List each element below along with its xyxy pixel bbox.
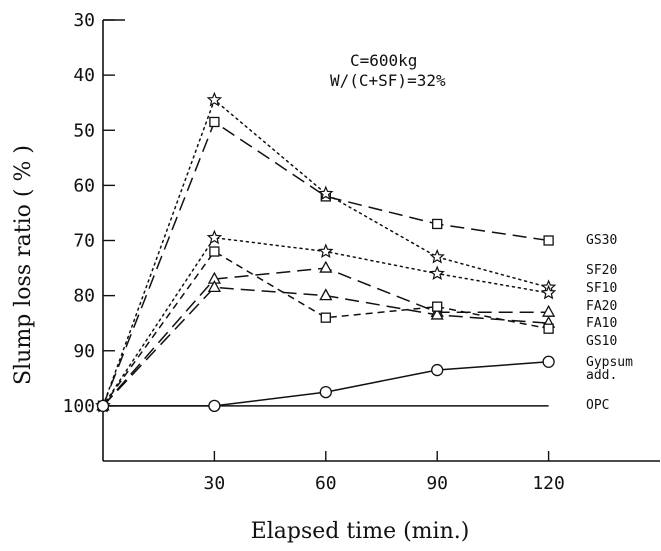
y-tick-label: 30 [73, 10, 95, 31]
series-line-gs30 [102, 120, 549, 407]
x-tick-label: 90 [426, 473, 448, 494]
x-tick-label: 60 [315, 473, 337, 494]
series-line-gypsum-add- [103, 361, 549, 407]
y-tick-label: 50 [73, 120, 95, 141]
data-point-fa10 [207, 280, 221, 293]
data-point-gs30 [432, 218, 443, 230]
data-point-gs10 [432, 301, 443, 312]
x-axis-ticks: 30 60 90 120 [204, 451, 565, 494]
series-label-opc: OPC [586, 398, 609, 413]
data-point-gs30 [209, 116, 220, 128]
x-tick-label: 120 [532, 473, 565, 494]
series-label-gs10: GS10 [586, 334, 617, 349]
series-line-sf20 [102, 98, 550, 407]
series-label-gypsum-add-: Gypsum [586, 355, 633, 370]
x-axis-title: Elapsed time (min.) [251, 519, 470, 544]
y-axis-ticks: 30 40 50 60 70 80 90 100 [62, 10, 115, 417]
series-label-gs30: GS30 [586, 233, 617, 248]
y-tick-label: 100 [62, 396, 95, 417]
data-point-sf20 [429, 248, 445, 264]
data-point-fa20 [319, 260, 333, 273]
data-point-sf20 [318, 185, 334, 201]
series-label-sf10: SF10 [586, 281, 617, 296]
data-point-gs10 [543, 323, 554, 334]
data-point-gs10 [209, 246, 220, 257]
data-point-sf10 [429, 265, 445, 281]
series-label-gypsum-add-: add. [586, 368, 617, 383]
series-label-fa10: FA10 [586, 316, 617, 331]
series-label-sf20: SF20 [586, 263, 617, 278]
x-tick-label: 30 [204, 473, 226, 494]
y-tick-label: 90 [73, 341, 95, 362]
series-markers [95, 91, 557, 413]
data-point-gs30 [543, 235, 554, 246]
data-point-gypsum-add- [542, 355, 555, 368]
y-tick-label: 60 [73, 175, 95, 196]
data-point-sf10 [318, 243, 334, 259]
data-point-gs10 [320, 312, 331, 323]
data-point-gypsum-add- [319, 385, 332, 399]
y-tick-label: 40 [73, 65, 95, 86]
data-point-gypsum-add- [208, 399, 221, 413]
annotation-cement: C=600kg [350, 51, 417, 70]
y-tick-label: 80 [73, 286, 95, 307]
data-point-gypsum-add- [431, 363, 444, 377]
data-point-fa10 [430, 307, 444, 320]
data-point-sf10 [206, 229, 223, 245]
data-point-gypsum-add- [96, 399, 110, 413]
data-point-sf20 [206, 91, 223, 107]
y-axis-title: Slump loss ratio ( % ) [11, 145, 36, 385]
annotation-water-ratio: W/(C+SF)=32% [330, 71, 446, 90]
y-tick-label: 70 [73, 231, 95, 252]
data-point-sf10 [540, 284, 557, 300]
data-point-fa20 [542, 304, 556, 317]
data-point-fa10 [319, 288, 333, 301]
series-label-fa20: FA20 [586, 299, 617, 314]
series-line-gs10 [102, 250, 549, 407]
